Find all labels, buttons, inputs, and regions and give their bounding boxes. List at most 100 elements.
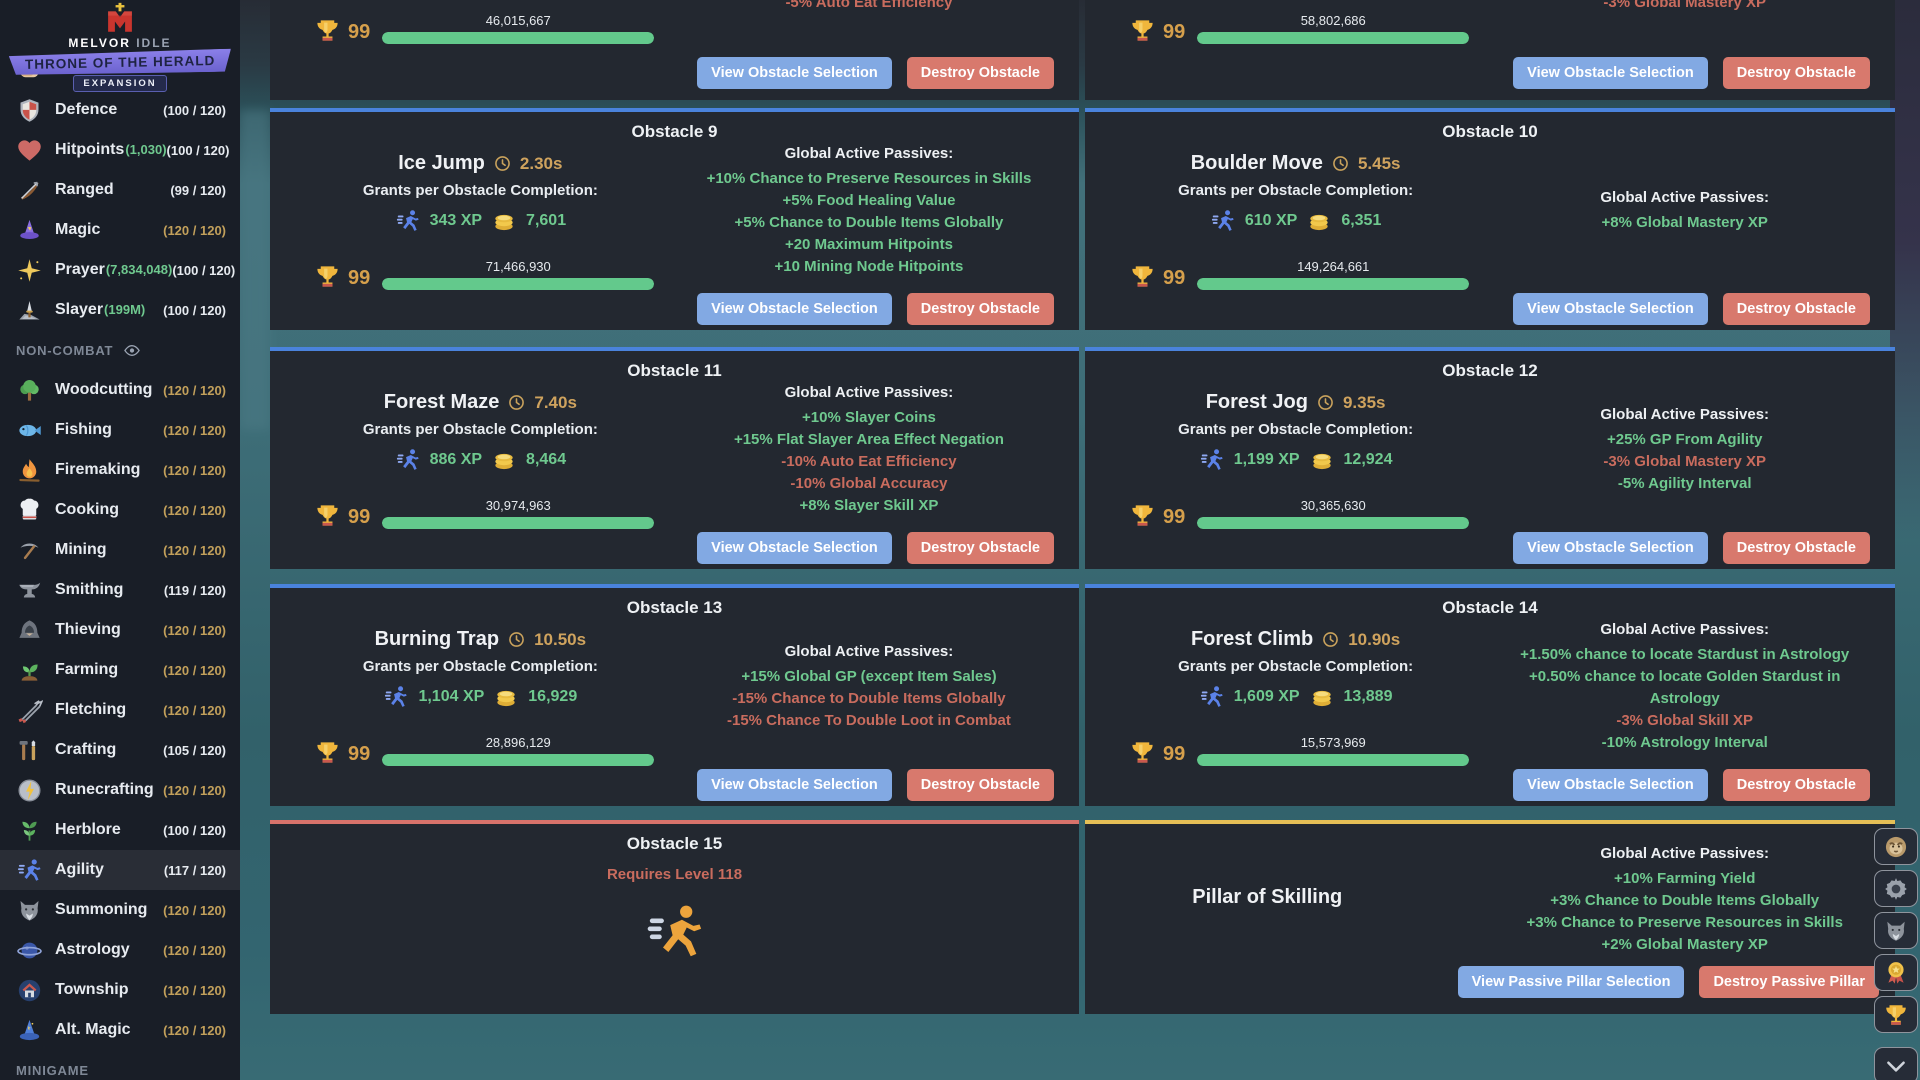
card-obstacle-9: Obstacle 9 Ice Jump 2.30s Grants per Obstac… [270, 108, 1079, 330]
passive-line: +10% Farming Yield [1614, 869, 1756, 887]
star4-icon [16, 257, 43, 284]
sidebar-item-astrology[interactable]: Astrology (120 / 120) [0, 930, 240, 970]
sidebar-item-magic[interactable]: Magic (120 / 120) [0, 210, 240, 250]
skill-label: Hitpoints(1,030) [55, 141, 167, 158]
mastery-progress: 30,365,630 [1197, 498, 1470, 529]
sidebar-item-township[interactable]: Township (120 / 120) [0, 970, 240, 1010]
view-obstacle-selection-button[interactable]: View Obstacle Selection [697, 57, 892, 89]
wolf-icon [16, 897, 43, 924]
medal-button[interactable] [1874, 954, 1918, 991]
passives-label: Global Active Passives: [1600, 844, 1770, 862]
sidebar-item-prayer[interactable]: Prayer(7,834,048) (100 / 120) [0, 250, 240, 290]
gear-icon [1883, 876, 1909, 902]
gear-button[interactable] [1874, 870, 1918, 907]
view-obstacle-selection-button[interactable]: View Obstacle Selection [1513, 769, 1708, 801]
destroy-obstacle-button[interactable]: Destroy Obstacle [906, 293, 1054, 325]
eye-icon[interactable] [122, 342, 142, 359]
clock-icon [1316, 393, 1335, 412]
mastery-progress: 15,573,969 [1197, 735, 1470, 766]
sidebar-item-alt_magic[interactable]: Alt. Magic (120 / 120) [0, 1010, 240, 1050]
passive-line: +0.50% chance to locate Golden Stardust … [1529, 667, 1841, 707]
mastery-progress-bar [1197, 32, 1470, 44]
view-passive-pillar-selection-button[interactable]: View Passive Pillar Selection [1457, 966, 1685, 998]
mastery-progress: 30,974,963 [382, 498, 655, 529]
sidebar-item-slayer[interactable]: Slayer(199M) (100 / 120) [0, 290, 240, 330]
card-actions: View Obstacle Selection Destroy Obstacle [697, 769, 1054, 801]
passives-list: Global Active Passives: +25% GP From Agil… [1498, 383, 1871, 517]
trophy-icon [1129, 739, 1156, 766]
sidebar-item-cooking[interactable]: Cooking (120 / 120) [0, 490, 240, 530]
passives-list: -3% Global Mastery XP [1498, 0, 1871, 14]
card-actions: View Obstacle Selection Destroy Obstacle [697, 532, 1054, 564]
xp-reward: 343 XP [429, 212, 483, 229]
sidebar-item-strength[interactable] [0, 50, 240, 90]
mastery-progress-bar [1197, 278, 1470, 290]
sidebar-item-mining[interactable]: Mining (120 / 120) [0, 530, 240, 570]
sidebar-item-firemaking[interactable]: Firemaking (120 / 120) [0, 450, 240, 490]
passives-list: Global Active Passives: +1.50% chance to … [1498, 620, 1871, 754]
sidebar-item-crafting[interactable]: Crafting (105 / 120) [0, 730, 240, 770]
mastery-progress-bar [382, 754, 655, 766]
sidebar-item-runecrafting[interactable]: Runecrafting (120 / 120) [0, 770, 240, 810]
sprout-icon [16, 657, 43, 684]
obstacle-name: Forest Maze [383, 391, 500, 413]
althat-icon [16, 1017, 43, 1044]
mastery-level: 99 [1163, 743, 1186, 765]
skill-level: (100 / 120) [172, 262, 236, 278]
mastery-row: 99 71,466,930 [314, 259, 655, 290]
sidebar-item-herblore[interactable]: Herblore (100 / 120) [0, 810, 240, 850]
gp-reward: 6,351 [1341, 212, 1382, 229]
destroy-obstacle-button[interactable]: Destroy Obstacle [1722, 769, 1870, 801]
skill-label: Summoning [55, 901, 148, 918]
sidebar-item-hitpoints[interactable]: Hitpoints(1,030) (100 / 120) [0, 130, 240, 170]
view-obstacle-selection-button[interactable]: View Obstacle Selection [1513, 293, 1708, 325]
destroy-passive-pillar-button[interactable]: Destroy Passive Pillar [1699, 966, 1879, 998]
destroy-obstacle-button[interactable]: Destroy Obstacle [1722, 57, 1870, 89]
view-obstacle-selection-button[interactable]: View Obstacle Selection [697, 293, 892, 325]
sloth-button[interactable] [1874, 828, 1918, 865]
view-obstacle-selection-button[interactable]: View Obstacle Selection [1513, 57, 1708, 89]
grants-label: Grants per Obstacle Completion: [1178, 658, 1414, 675]
sidebar-item-smithing[interactable]: Smithing (119 / 120) [0, 570, 240, 610]
skill-label: Fletching [55, 701, 127, 718]
sidebar-item-farming[interactable]: Farming (120 / 120) [0, 650, 240, 690]
destroy-obstacle-button[interactable]: Destroy Obstacle [906, 532, 1054, 564]
sidebar-item-fishing[interactable]: Fishing (120 / 120) [0, 410, 240, 450]
sidebar-item-thieving[interactable]: Thieving (120 / 120) [0, 610, 240, 650]
skill-list: Defence (100 / 120) Hitpoints(1,030) (100 /… [0, 50, 240, 1080]
chevron-button[interactable] [1874, 1047, 1918, 1080]
coins-icon [1309, 684, 1335, 710]
skill-sub-value: (199M) [104, 302, 146, 317]
trophy-icon [1883, 1002, 1909, 1028]
wolf-button[interactable] [1874, 912, 1918, 949]
skill-label: Township [55, 981, 129, 998]
bow-icon [16, 177, 43, 204]
sidebar-item-defence[interactable]: Defence (100 / 120) [0, 90, 240, 130]
sidebar-item-agility[interactable]: Agility (117 / 120) [0, 850, 240, 890]
destroy-obstacle-button[interactable]: Destroy Obstacle [906, 57, 1054, 89]
view-obstacle-selection-button[interactable]: View Obstacle Selection [697, 532, 892, 564]
passive-line: +8% Global Mastery XP [1601, 213, 1768, 231]
skill-label: Magic [55, 221, 101, 238]
trophy-icon [314, 739, 341, 766]
view-obstacle-selection-button[interactable]: View Obstacle Selection [697, 769, 892, 801]
card-actions: View Obstacle Selection Destroy Obstacle [1513, 57, 1870, 89]
logo-title: MELVOR IDLE [68, 36, 172, 50]
destroy-obstacle-button[interactable]: Destroy Obstacle [1722, 532, 1870, 564]
clock-icon [493, 154, 512, 173]
sidebar-item-fletching[interactable]: Fletching (120 / 120) [0, 690, 240, 730]
destroy-obstacle-button[interactable]: Destroy Obstacle [906, 769, 1054, 801]
skill-label: Cooking [55, 501, 119, 518]
destroy-obstacle-button[interactable]: Destroy Obstacle [1722, 293, 1870, 325]
sidebar-item-ranged[interactable]: Ranged (99 / 120) [0, 170, 240, 210]
agility-runner-icon [270, 900, 1079, 964]
view-obstacle-selection-button[interactable]: View Obstacle Selection [1513, 532, 1708, 564]
gp-reward: 16,929 [528, 688, 578, 705]
obstacle-title: Obstacle 14 [1442, 598, 1538, 617]
trophy-button[interactable] [1874, 996, 1918, 1033]
skill-level: (120 / 120) [163, 502, 226, 518]
shield-icon [16, 97, 43, 124]
sidebar-item-summoning[interactable]: Summoning (120 / 120) [0, 890, 240, 930]
sidebar-item-woodcutting[interactable]: Woodcutting (120 / 120) [0, 370, 240, 410]
mastery-level: 99 [348, 506, 371, 528]
